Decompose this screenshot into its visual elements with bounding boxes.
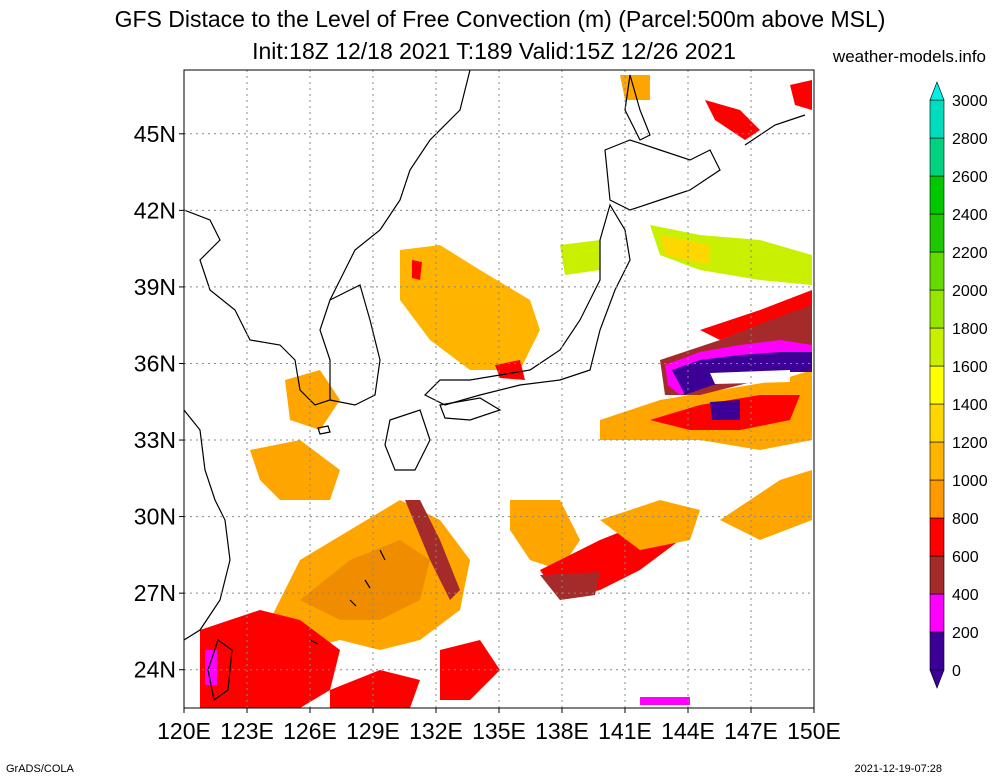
field-region-magenta-taiwan xyxy=(205,650,217,685)
field-region-yellow-northeast xyxy=(660,235,710,265)
colorbar-label: 600 xyxy=(952,549,979,566)
field-region-orange-north xyxy=(620,75,650,100)
field-region-orange-far-east xyxy=(720,470,812,540)
x-tick-label: 129E xyxy=(346,718,400,744)
colorbar-swatch xyxy=(929,289,945,329)
field-region-red-southwest xyxy=(200,610,340,708)
field-region-white-gap-pacific xyxy=(710,370,790,384)
colorbar-label: 2200 xyxy=(952,245,988,262)
colorbar-under-arrow xyxy=(929,669,945,689)
colorbar-swatch xyxy=(929,365,945,405)
colorbar-label: 1000 xyxy=(952,473,988,490)
map-gridlines xyxy=(184,70,814,708)
x-tick-label: 135E xyxy=(472,718,526,744)
field-region-red-sea-of-japan xyxy=(412,260,422,280)
colorbar-label: 800 xyxy=(952,511,979,528)
colorbar-swatch xyxy=(929,327,945,367)
colorbar-label: 0 xyxy=(952,663,961,680)
x-tick-label: 144E xyxy=(661,718,715,744)
y-tick-label: 45N xyxy=(134,121,176,147)
colorbar-swatch xyxy=(929,175,945,215)
field-region-orange-sea-of-japan xyxy=(400,245,540,370)
colorbar-label: 400 xyxy=(952,587,979,604)
colorbar-label: 2800 xyxy=(952,131,988,148)
colorbar-swatch xyxy=(929,631,945,671)
colorbar-swatch xyxy=(929,251,945,291)
field-region-red-north-corner xyxy=(790,80,812,110)
colorbar-label: 1400 xyxy=(952,397,988,414)
y-tick-label: 36N xyxy=(134,350,176,376)
colorbar-swatch xyxy=(929,479,945,519)
chart-title: GFS Distace to the Level of Free Convect… xyxy=(114,6,886,32)
y-tick-label: 39N xyxy=(134,274,176,300)
field-region-red-northeast xyxy=(705,100,760,140)
colorbar: 0 200 400 600 800 1000 1200 1400 1600 1800 2000 220… xyxy=(929,81,988,689)
colorbar-label: 2400 xyxy=(952,207,988,224)
y-tick-label: 33N xyxy=(134,427,176,453)
software-credit: GrADS/COLA xyxy=(6,763,74,775)
colorbar-label: 2600 xyxy=(952,169,988,186)
colorbar-swatch xyxy=(929,555,945,595)
field-region-lightgreen-north xyxy=(560,240,600,275)
field-region-orange-east xyxy=(600,500,700,550)
x-tick-label: 132E xyxy=(409,718,463,744)
x-axis: 120E 123E 126E 129E 132E 135E 138E 141E 144E 147E… xyxy=(157,708,841,744)
source-site: weather-models.info xyxy=(832,47,986,66)
colorbar-swatch xyxy=(929,441,945,481)
x-tick-label: 123E xyxy=(220,718,274,744)
colorbar-label: 3000 xyxy=(952,93,988,110)
field-region-magenta-bottom xyxy=(640,697,690,705)
x-tick-label: 138E xyxy=(535,718,589,744)
colorbar-label: 1800 xyxy=(952,321,988,338)
field-region-red-pacific-top xyxy=(700,290,812,340)
field-region-red-south xyxy=(440,640,500,700)
colorbar-label: 200 xyxy=(952,625,979,642)
field-region-brown-southeast xyxy=(540,572,600,600)
colorbar-swatch xyxy=(929,137,945,177)
colorbar-swatch xyxy=(929,99,945,139)
field-region-brown-ryukyu xyxy=(405,500,460,600)
x-tick-label: 120E xyxy=(157,718,211,744)
colorbar-swatch xyxy=(929,593,945,633)
x-tick-label: 147E xyxy=(724,718,778,744)
generation-timestamp: 2021-12-19-07:28 xyxy=(854,763,942,775)
colorbar-swatch xyxy=(929,213,945,253)
x-tick-label: 150E xyxy=(787,718,841,744)
coastlines xyxy=(184,70,806,702)
y-axis: 45N 42N 39N 36N 33N 30N 27N 24N xyxy=(134,121,184,683)
colorbar-over-arrow xyxy=(929,81,945,101)
chart-subtitle: Init:18Z 12/18 2021 T:189 Valid:15Z 12/2… xyxy=(252,38,736,64)
colorbar-swatch xyxy=(929,517,945,557)
field-region-orange-central xyxy=(510,500,580,570)
x-tick-label: 141E xyxy=(598,718,652,744)
colorbar-label: 1600 xyxy=(952,359,988,376)
y-tick-label: 27N xyxy=(134,580,176,606)
y-tick-label: 30N xyxy=(134,504,176,530)
field-region-lightgreen-northeast xyxy=(650,225,812,285)
colorbar-label: 2000 xyxy=(952,283,988,300)
field-region-orange-yellow-sea xyxy=(250,440,340,500)
y-tick-label: 42N xyxy=(134,197,176,223)
colorbar-swatch xyxy=(929,403,945,443)
y-tick-label: 24N xyxy=(134,657,176,683)
field-region-red-south2 xyxy=(330,670,420,708)
x-tick-label: 126E xyxy=(283,718,337,744)
field-region-purple-patch xyxy=(710,400,740,420)
colorbar-label: 1200 xyxy=(952,435,988,452)
